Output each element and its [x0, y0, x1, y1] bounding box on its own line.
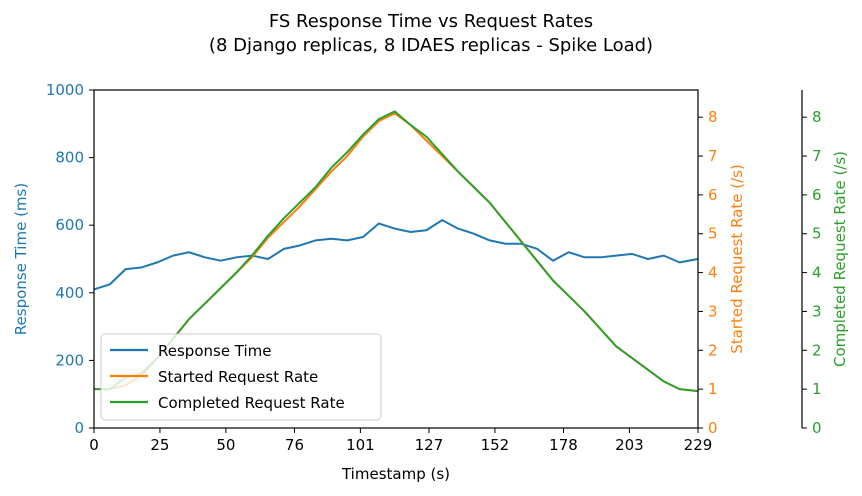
legend-label-response-time: Response Time	[158, 342, 272, 360]
y-tick-label-completed-rate: 3	[812, 302, 822, 320]
y-tick-label-completed-rate: 1	[812, 380, 822, 398]
x-tick-label: 101	[346, 436, 375, 454]
y-tick-label-started-rate: 7	[708, 147, 718, 165]
chart-subtitle: (8 Django replicas, 8 IDAES replicas - S…	[209, 35, 653, 56]
y-tick-label-completed-rate: 5	[812, 225, 822, 243]
x-tick-label: 76	[285, 436, 304, 454]
y-tick-label-response-time: 800	[55, 149, 84, 167]
y-axis-label-started-rate: Started Request Rate (/s)	[728, 164, 746, 354]
y-tick-label-started-rate: 6	[708, 186, 718, 204]
x-tick-label: 0	[89, 436, 99, 454]
y-tick-label-started-rate: 4	[708, 264, 718, 282]
y-tick-label-started-rate: 0	[708, 419, 718, 437]
y-tick-label-response-time: 600	[55, 216, 84, 234]
y-tick-label-started-rate: 3	[708, 302, 718, 320]
x-tick-label: 50	[216, 436, 235, 454]
y-tick-label-completed-rate: 8	[812, 108, 822, 126]
y-tick-label-completed-rate: 2	[812, 341, 822, 359]
legend-label-started-rate: Started Request Rate	[158, 368, 318, 386]
y-tick-label-started-rate: 1	[708, 380, 718, 398]
axes: 0 25 50 76 101 127 152 178 203 229020040060080010…	[46, 81, 822, 454]
y-tick-label-completed-rate: 6	[812, 186, 822, 204]
x-tick-label: 25	[150, 436, 169, 454]
x-tick-label: 127	[415, 436, 444, 454]
y-tick-label-completed-rate: 0	[812, 419, 822, 437]
y-tick-label-completed-rate: 4	[812, 264, 822, 282]
chart-title: FS Response Time vs Request Rates	[269, 11, 593, 32]
y-tick-label-response-time: 0	[74, 419, 84, 437]
y-tick-label-response-time: 400	[55, 284, 84, 302]
y-axis-label-response-time: Response Time (ms)	[12, 183, 30, 335]
legend-box	[100, 333, 382, 421]
legend: Response Time Started Request Rate Compl…	[100, 333, 382, 421]
y-tick-label-started-rate: 2	[708, 341, 718, 359]
series-line-response-time	[93, 219, 699, 291]
plot-frame	[93, 89, 699, 429]
y-tick-label-response-time: 1000	[46, 81, 84, 99]
y-tick-label-started-rate: 5	[708, 225, 718, 243]
x-tick-label: 178	[549, 436, 578, 454]
x-tick-label: 152	[481, 436, 510, 454]
y-tick-label-response-time: 200	[55, 351, 84, 369]
y-tick-label-started-rate: 8	[708, 108, 718, 126]
x-axis-label: Timestamp (s)	[341, 465, 450, 483]
legend-label-completed-rate: Completed Request Rate	[158, 394, 345, 412]
series-line-completed-rate	[94, 110, 699, 393]
plot-lines	[93, 110, 699, 393]
y-axis-label-completed-rate: Completed Request Rate (/s)	[831, 151, 849, 367]
x-tick-label: 203	[615, 436, 644, 454]
x-tick-label: 229	[684, 436, 713, 454]
y-tick-label-completed-rate: 7	[812, 147, 822, 165]
